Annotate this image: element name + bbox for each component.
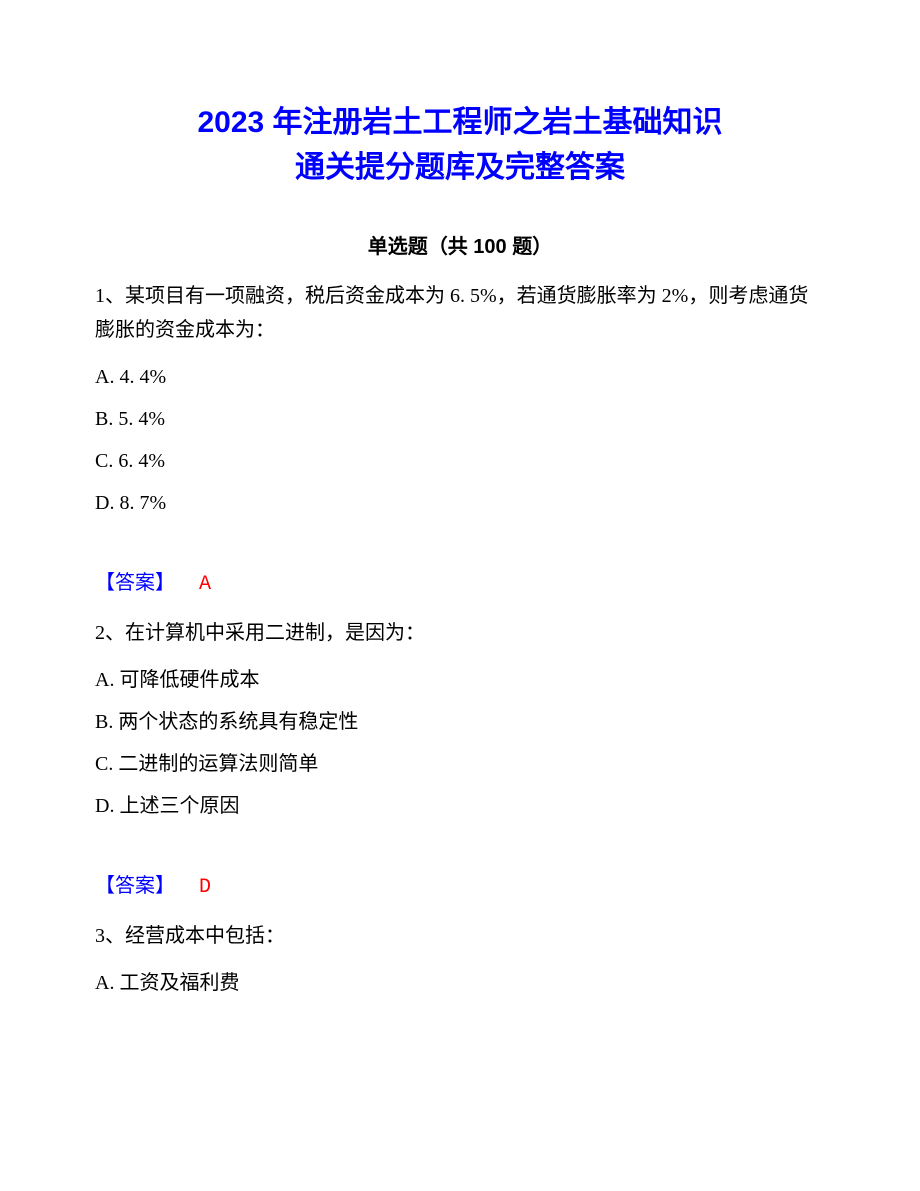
question-number: 3、 [95,925,125,947]
option-d: D. 上述三个原因 [95,791,825,821]
question-body: 经营成本中包括： [125,925,285,947]
option-a: A. 工资及福利费 [95,968,825,998]
answer-label: 【答案】 [95,875,175,897]
answer-label: 【答案】 [95,572,175,594]
question-1: 1、某项目有一项融资，税后资金成本为 6. 5%，若通货膨胀率为 2%，则考虑通… [95,279,825,596]
answer-block: 【答案】 A [95,566,825,596]
question-text: 3、经营成本中包括： [95,919,825,953]
option-c: C. 6. 4% [95,446,825,476]
option-a: A. 4. 4% [95,362,825,392]
answer-block: 【答案】 D [95,869,825,899]
option-b: B. 两个状态的系统具有稳定性 [95,707,825,737]
question-body: 在计算机中采用二进制，是因为： [125,622,425,644]
title-line-1: 2023 年注册岩土工程师之岩土基础知识 [95,100,825,145]
document-title: 2023 年注册岩土工程师之岩土基础知识 通关提分题库及完整答案 [95,100,825,190]
option-b: B. 5. 4% [95,404,825,434]
question-2: 2、在计算机中采用二进制，是因为： A. 可降低硬件成本 B. 两个状态的系统具… [95,616,825,899]
question-number: 2、 [95,622,125,644]
option-c: C. 二进制的运算法则简单 [95,749,825,779]
title-line-2: 通关提分题库及完整答案 [95,145,825,190]
question-text: 1、某项目有一项融资，税后资金成本为 6. 5%，若通货膨胀率为 2%，则考虑通… [95,279,825,347]
section-header: 单选题（共 100 题） [95,230,825,259]
answer-value: A [199,573,211,596]
question-text: 2、在计算机中采用二进制，是因为： [95,616,825,650]
answer-value: D [199,876,211,899]
question-3: 3、经营成本中包括： A. 工资及福利费 [95,919,825,998]
option-a: A. 可降低硬件成本 [95,665,825,695]
question-number: 1、 [95,285,125,307]
question-body: 某项目有一项融资，税后资金成本为 6. 5%，若通货膨胀率为 2%，则考虑通货膨… [95,285,808,341]
option-d: D. 8. 7% [95,488,825,518]
